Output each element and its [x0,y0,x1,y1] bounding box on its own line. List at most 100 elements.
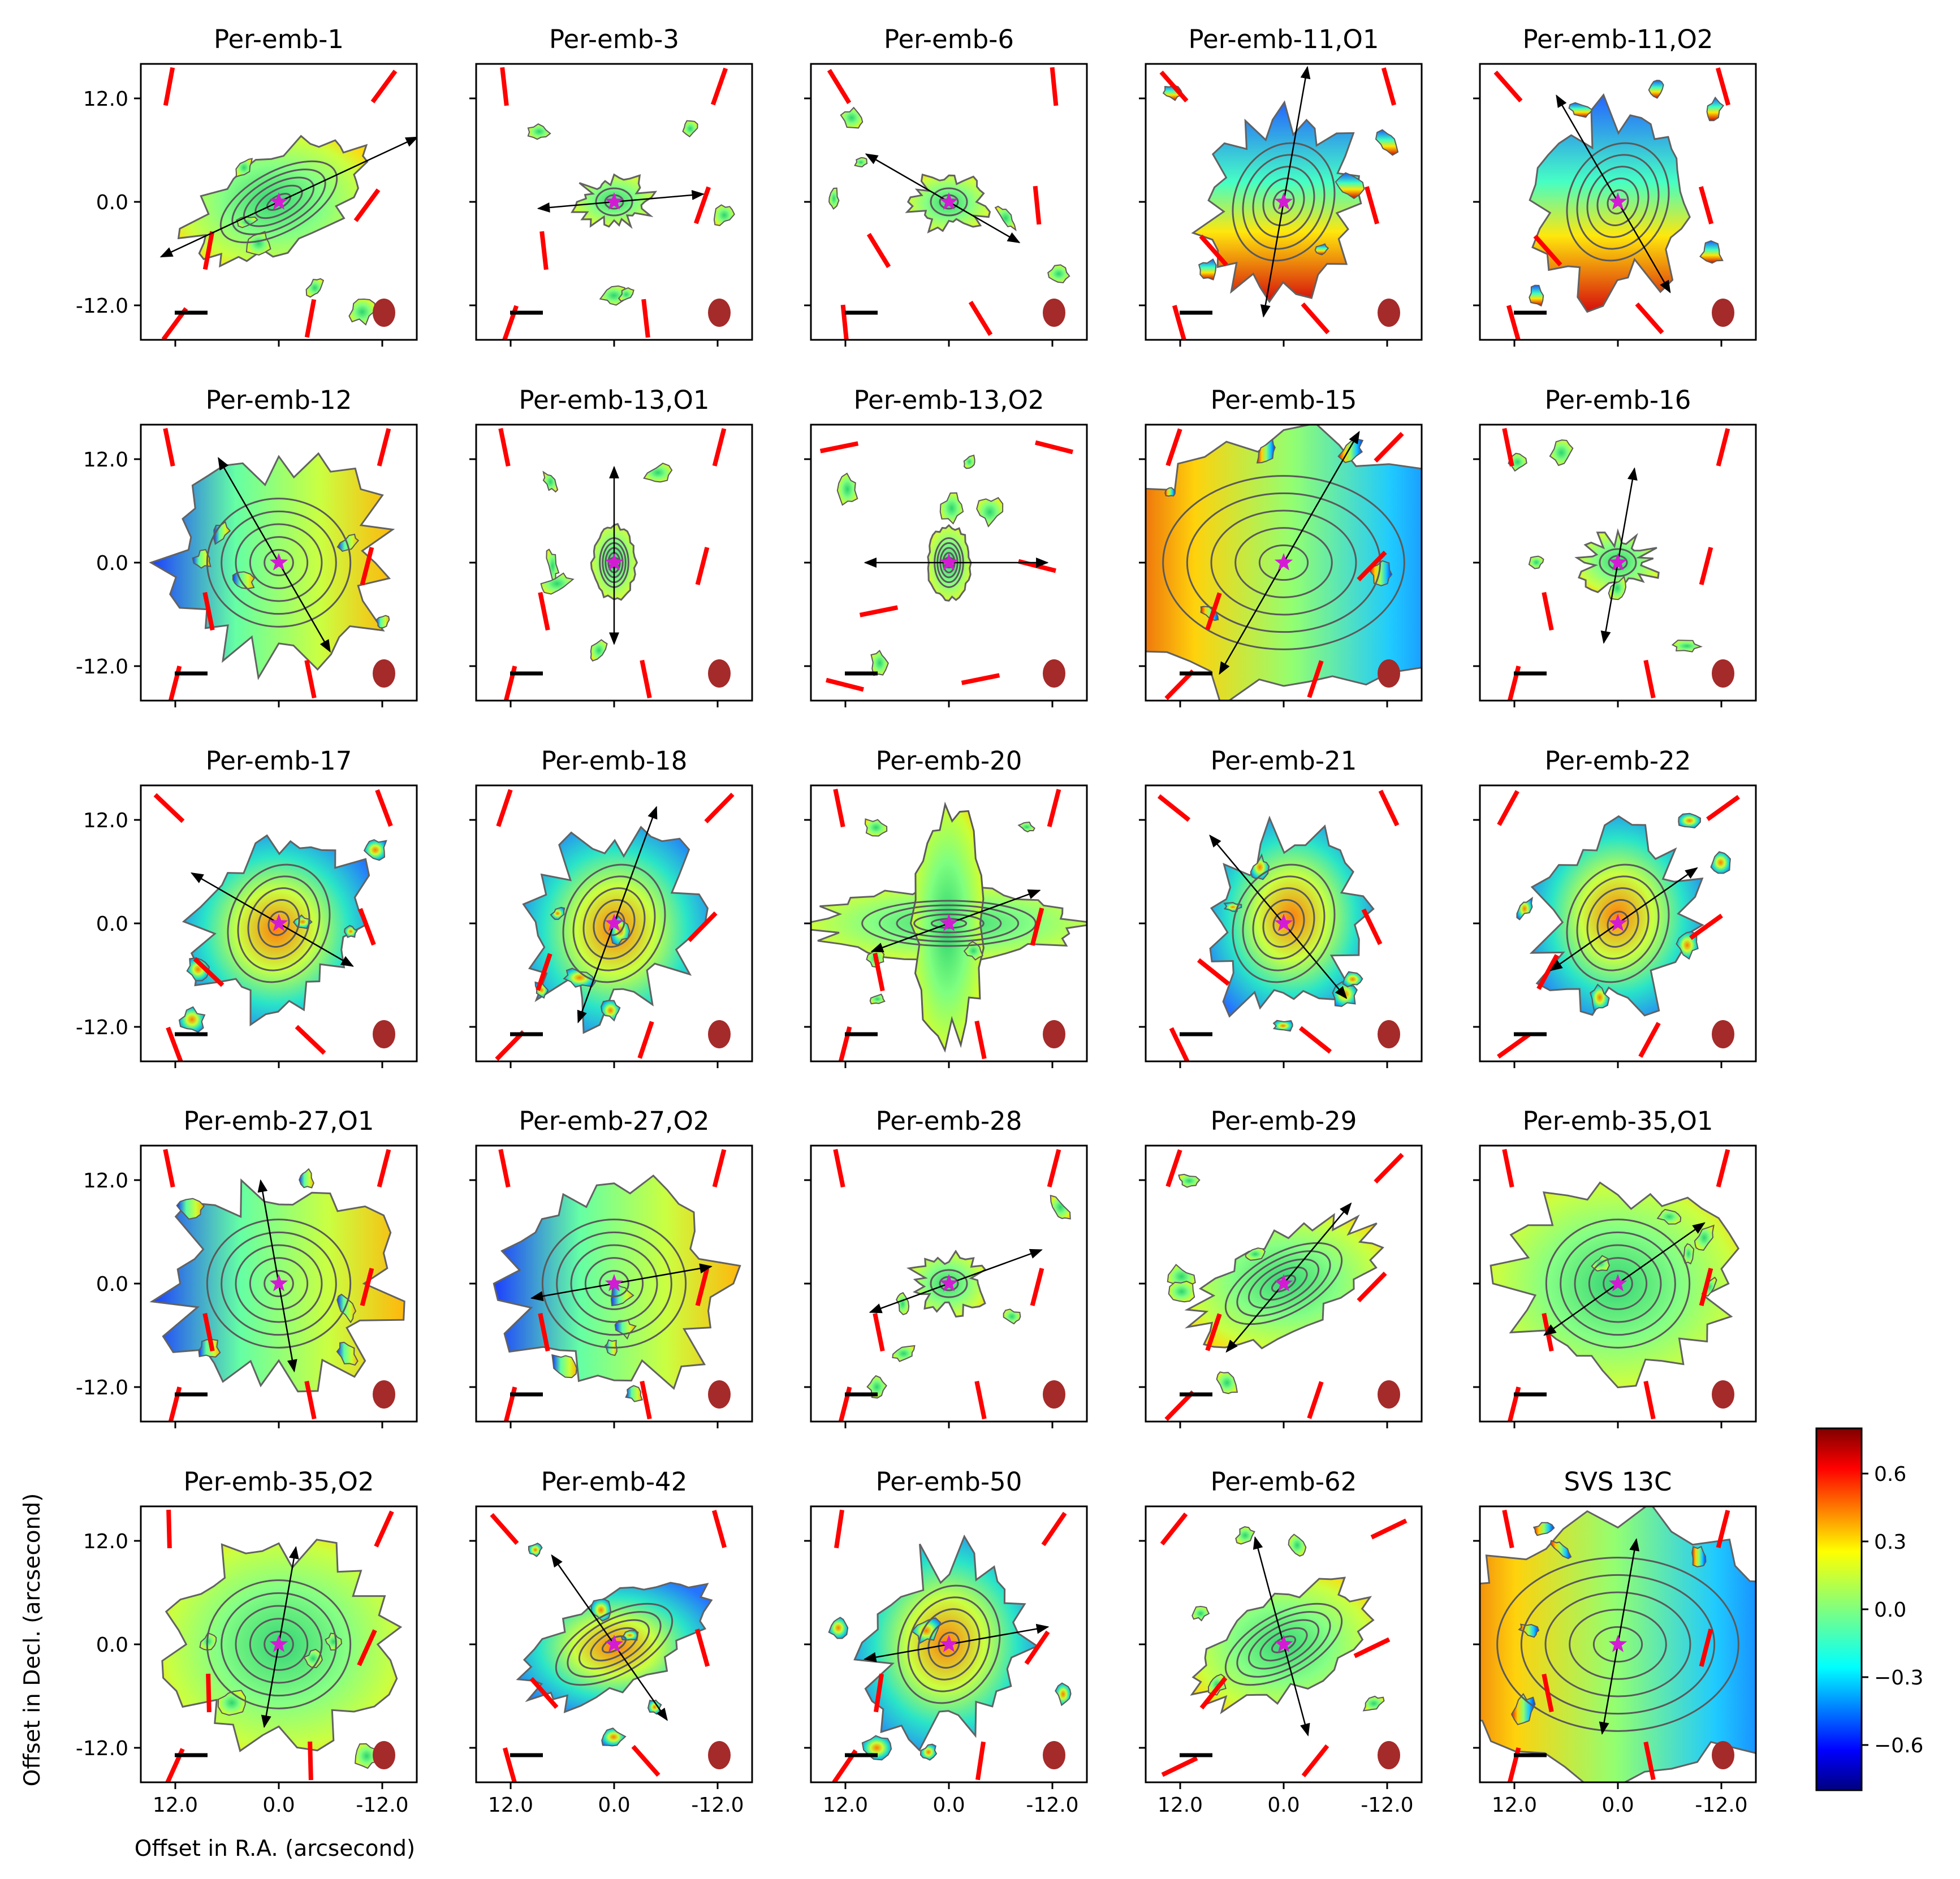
panel: Per-emb-21 [1139,746,1423,1068]
polarization-segment [1050,67,1059,106]
x-tick-label: -12.0 [356,1794,408,1817]
polarization-segment [974,1020,987,1060]
colorbar-gradient [1815,1427,1863,1791]
panel-title: Per-emb-3 [549,24,679,54]
emission-clump [336,1293,357,1324]
polarization-segment [538,1312,550,1352]
protostar-marker [939,914,959,931]
protostar-marker [269,1274,288,1291]
panel: Per-emb-35,O1 [1473,1106,1757,1428]
emission-clump [864,818,888,837]
panel: Per-emb-28 [804,1106,1088,1428]
polarization-segment [1301,302,1330,335]
panel-title: Per-emb-50 [876,1467,1022,1497]
polarization-segment [859,605,899,617]
emission-clump [550,906,565,920]
beam-ellipse [1043,1741,1065,1769]
x-tick-label: -12.0 [691,1794,744,1817]
beam-ellipse [1712,1020,1734,1048]
beam-ellipse [1378,299,1400,327]
polarization-segment [1030,1268,1044,1306]
emission-clump [869,994,886,1005]
emission-clump [601,1727,627,1747]
protostar-marker [1274,1274,1293,1291]
panel: Per-emb-13,O1 [469,385,753,707]
panel: Per-emb-29 [1139,1106,1423,1428]
polarization-segment [827,68,852,105]
polarization-segment [539,231,549,270]
polarization-segment [641,299,650,338]
emission-clump [854,157,868,168]
polarization-segment [1497,1032,1531,1059]
panel: Per-emb-27,O1 12.0 0.0 -12.0 [76,1106,418,1428]
protostar-marker [1274,914,1293,931]
panel: Per-emb-16 [1473,385,1757,707]
polarization-segment [1374,431,1404,463]
beam-ellipse [1043,659,1065,688]
polarization-segment [1643,659,1656,699]
polarization-segment [163,427,175,467]
emission-clump [1568,102,1593,118]
polarization-segment [1169,1027,1190,1061]
emission-clump [976,496,1004,528]
polarization-segment [1643,1380,1656,1420]
polarization-segment [502,1747,517,1782]
y-tick-label: -12.0 [76,655,128,679]
beam-ellipse [373,1020,395,1048]
emission-clump [336,1341,359,1366]
emission-clump [336,533,360,552]
outflow-arrow [1549,867,1698,971]
emission-clump [1055,1682,1072,1707]
polarization-segment [1542,591,1554,631]
outflow-arrow [530,1263,713,1302]
emission-clump [348,298,376,326]
polarization-segment [202,591,215,631]
polarization-segment [1716,428,1730,466]
panel: Per-emb-27,O2 [469,1106,753,1428]
emission-clump [896,1291,910,1316]
panel: Per-emb-18 [469,746,753,1068]
polarization-segment [153,793,185,823]
emission-clump [828,1617,849,1639]
panel: Per-emb-20 [804,746,1088,1068]
polarization-segment [710,67,728,106]
polarization-segment [1161,1756,1198,1777]
emission-clump [1648,80,1664,99]
polarization-segment [1502,427,1514,467]
polarization-segment [695,547,710,585]
emission-clump [1342,971,1363,988]
panel-title: Per-emb-35,O2 [183,1467,374,1497]
emission-map [182,834,370,1027]
polarization-segment [1502,1148,1514,1188]
emission-clump [590,639,608,662]
panel: Per-emb-50 12.0 0.0 -12.0 [804,1467,1088,1817]
polarization-segment [640,1380,652,1420]
emission-clump [1549,1540,1572,1560]
panel-title: Per-emb-29 [1211,1106,1357,1136]
polarization-segment [1716,1149,1730,1187]
emission-clump [713,204,735,226]
emission-clump [1335,172,1365,200]
emission-clump [1017,822,1035,833]
emission-map [1146,425,1422,701]
panel: Per-emb-11,O2 [1473,24,1757,347]
emission-clump [1198,258,1217,281]
outflow-arrow [1253,1536,1310,1737]
polarization-segment [704,792,735,824]
polarization-segment [687,911,718,943]
polarization-segment [631,1744,660,1777]
emission-clump [546,548,560,585]
polarization-segment [377,428,391,466]
panel-title: Per-emb-17 [206,746,352,776]
polarization-segment [961,673,1000,685]
panel-grid: Per-emb-1 12.0 0.0 -12.0 Per-emb-3 Per-emb-6 P… [76,24,1757,1817]
polarization-segment [1370,1518,1408,1540]
polarization-segment [353,188,381,222]
polarization-segment [840,304,849,340]
outflow-arrow [190,872,354,967]
emission-clump [542,470,559,493]
y-tick-label: 0.0 [96,913,128,936]
emission-clump [994,205,1017,232]
polarization-segment [1160,1512,1188,1546]
